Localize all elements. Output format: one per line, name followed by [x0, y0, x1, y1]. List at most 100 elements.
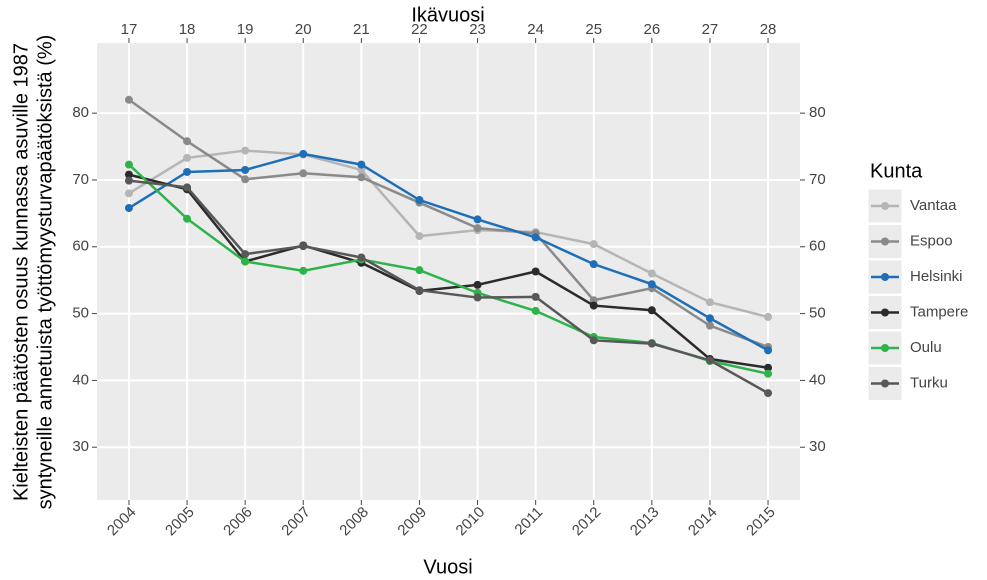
y2-tick-label: 60 — [809, 238, 826, 255]
point — [299, 149, 308, 158]
point — [589, 260, 598, 269]
point — [357, 253, 366, 262]
x-tick-label: 2004 — [104, 504, 140, 540]
x2-tick-label: 26 — [644, 21, 661, 38]
y2-tick-label: 30 — [809, 438, 826, 455]
x2-tick-label: 20 — [295, 21, 312, 38]
point — [473, 215, 482, 224]
y-tick-label: 70 — [72, 171, 89, 188]
point — [705, 314, 714, 323]
point — [124, 95, 133, 104]
y-tick-label: 30 — [72, 438, 89, 455]
x2-tick-label: 21 — [353, 21, 370, 38]
point — [415, 286, 424, 295]
series-line — [128, 98, 769, 349]
x-tick-label: 2005 — [162, 504, 198, 540]
y2-tick-label: 80 — [809, 104, 826, 121]
point — [183, 183, 192, 192]
series-line — [128, 179, 769, 395]
x-axis-title: Vuosi — [423, 556, 472, 578]
y-axis-title: Kielteisten päätösten osuus kunnassa asu… — [10, 43, 32, 501]
point — [241, 175, 250, 184]
x-tick-label: 2015 — [743, 504, 779, 540]
x-tick-label: 2014 — [685, 504, 721, 540]
y-axis-title: syntyneille annetuista työttömyysturvapä… — [34, 35, 56, 510]
point — [764, 369, 773, 378]
point — [705, 298, 714, 307]
point — [357, 160, 366, 169]
point — [764, 363, 773, 372]
y2-tick-label: 40 — [809, 371, 826, 388]
legend-label: Helsinki — [910, 268, 963, 285]
y2-tick-label: 50 — [809, 305, 826, 322]
x2-tick-label: 25 — [585, 21, 602, 38]
point — [647, 339, 656, 348]
point — [473, 224, 482, 233]
x-tick-label: 2006 — [220, 504, 256, 540]
legend-title: Kunta — [870, 160, 923, 182]
legend-label: Oulu — [910, 339, 942, 356]
point — [124, 176, 133, 185]
point — [241, 250, 250, 259]
series-line — [128, 149, 769, 319]
point — [415, 232, 424, 241]
x2-tick-label: 23 — [469, 21, 486, 38]
point — [299, 242, 308, 251]
point — [357, 173, 366, 182]
x-tick-label: 2011 — [511, 504, 546, 539]
x2-tick-label: 22 — [411, 21, 428, 38]
point — [124, 204, 133, 213]
point — [183, 137, 192, 146]
point — [589, 240, 598, 249]
point — [531, 306, 540, 315]
legend-label: Vantaa — [910, 197, 957, 214]
x2-tick-label: 17 — [121, 21, 138, 38]
point — [241, 257, 250, 266]
x-tick-label: 2007 — [278, 504, 314, 540]
x2-tick-label: 24 — [527, 21, 544, 38]
point — [705, 321, 714, 330]
point — [531, 267, 540, 276]
point — [531, 233, 540, 242]
point — [241, 165, 250, 174]
y2-tick-label: 70 — [809, 171, 826, 188]
point — [473, 280, 482, 289]
panel — [97, 43, 800, 500]
point — [241, 146, 250, 155]
x-tick-label: 2008 — [336, 504, 372, 540]
x2-axis-title: Ikävuosi — [411, 4, 484, 26]
point — [415, 266, 424, 275]
point — [183, 153, 192, 162]
point — [647, 280, 656, 289]
y-tick-label: 50 — [72, 305, 89, 322]
point — [531, 292, 540, 301]
x2-tick-label: 27 — [702, 21, 719, 38]
series-line — [128, 152, 769, 352]
point — [764, 389, 773, 398]
x-tick-label: 2013 — [627, 504, 663, 540]
legend-key-point — [881, 237, 889, 246]
point — [124, 160, 133, 169]
point — [124, 189, 133, 198]
point — [705, 356, 714, 365]
x2-tick-label: 18 — [179, 21, 196, 38]
point — [415, 196, 424, 205]
point — [647, 269, 656, 278]
legend-key-point — [881, 273, 889, 281]
point — [183, 214, 192, 223]
legend-key-point — [881, 344, 889, 352]
x-tick-label: 2012 — [569, 504, 605, 540]
x-tick-label: 2009 — [394, 504, 430, 540]
legend-key-point — [881, 202, 889, 210]
point — [473, 293, 482, 302]
legend-label: Tampere — [910, 303, 968, 320]
y-tick-label: 60 — [72, 238, 89, 255]
series-line — [128, 173, 769, 369]
x2-tick-label: 19 — [237, 21, 254, 38]
point — [299, 266, 308, 275]
legend-label: Espoo — [910, 232, 953, 249]
legend-key-point — [881, 308, 889, 317]
legend-key-point — [881, 379, 889, 388]
point — [647, 306, 656, 315]
